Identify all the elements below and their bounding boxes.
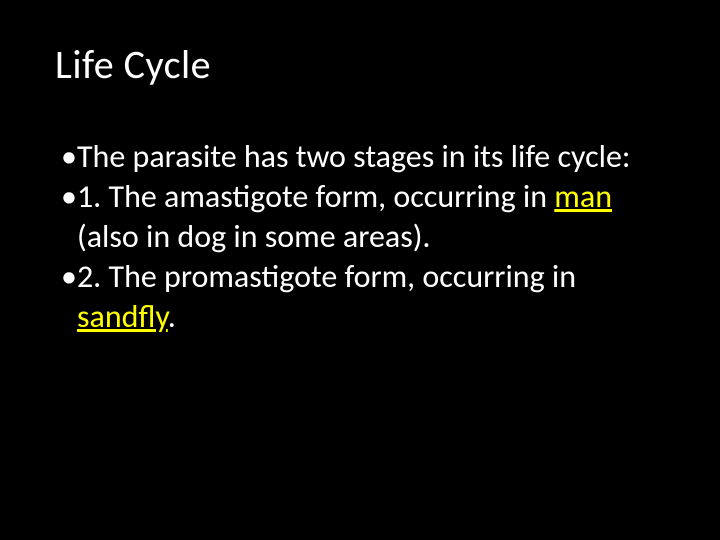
slide-body: •The parasite has two stages in its life…	[55, 137, 665, 337]
bullet-text-highlight: sandfly	[77, 297, 168, 336]
bullet-item: •2. The promastigote form, occurring in …	[55, 257, 665, 337]
bullet-text-highlight: man	[554, 177, 612, 216]
bullet-item: •1. The amastigote form, occurring in ma…	[55, 177, 665, 257]
bullet-item: •The parasite has two stages in its life…	[55, 137, 665, 177]
slide-title: Life Cycle	[55, 40, 665, 89]
bullet-text-post: .	[168, 297, 176, 336]
bullet-icon: •	[61, 137, 77, 176]
bullet-text-pre: The parasite has two stages in its life …	[77, 137, 630, 176]
bullet-icon: •	[61, 177, 77, 216]
bullet-icon: •	[61, 257, 77, 296]
bullet-text-post: (also in dog in some areas).	[77, 217, 430, 256]
bullet-text-pre: 1. The amastigote form, occurring in	[77, 177, 554, 216]
bullet-text-pre: 2. The promastigote form, occurring in	[77, 257, 576, 296]
slide-container: Life Cycle •The parasite has two stages …	[0, 0, 720, 540]
